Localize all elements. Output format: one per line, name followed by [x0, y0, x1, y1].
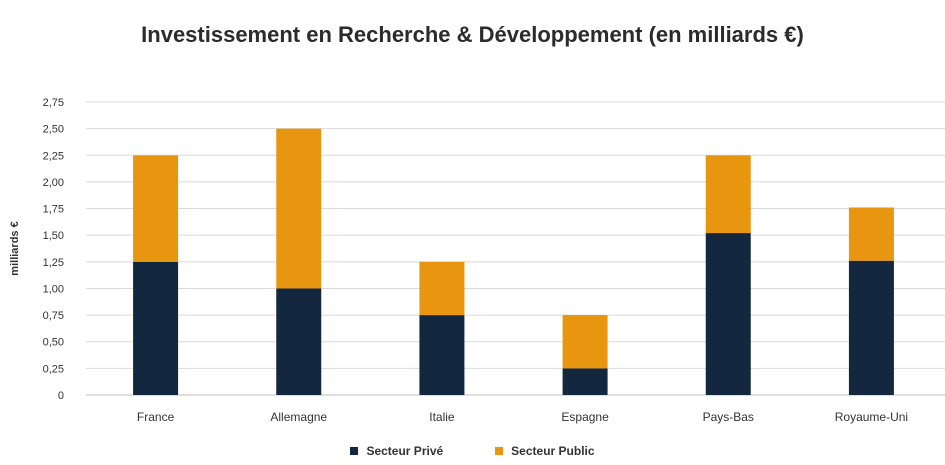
legend-swatch-public [495, 447, 504, 455]
bar-public [562, 315, 608, 369]
bar-public [848, 207, 894, 261]
x-tick-label: Espagne [561, 410, 609, 424]
legend-label-public: Secteur Public [511, 444, 595, 458]
y-tick-label: 0,25 [43, 363, 64, 375]
bar-prive [276, 288, 322, 395]
chart-title: Investissement en Recherche & Développem… [141, 22, 804, 47]
bar-public [133, 155, 179, 262]
x-tick-label: Royaume-Uni [835, 410, 908, 424]
bar-prive [133, 261, 179, 395]
y-tick-label: 1,25 [43, 257, 64, 269]
legend-swatch-prive [350, 447, 359, 455]
x-tick-label: Italie [429, 410, 455, 424]
bar-public [276, 128, 322, 289]
x-tick-label: Pays-Bas [703, 410, 754, 424]
y-tick-label: 0,75 [43, 310, 64, 322]
y-tick-label: 0,50 [43, 337, 64, 349]
bar-prive [419, 315, 465, 395]
y-tick-label: 1,00 [43, 283, 64, 295]
legend-label-prive: Secteur Privé [366, 444, 444, 458]
y-tick-label: 1,50 [43, 230, 64, 242]
legend-item-public: Secteur Public [495, 444, 595, 458]
x-tick-label: France [137, 410, 175, 424]
y-tick-label: 2,50 [43, 124, 64, 136]
bar-public [705, 155, 751, 234]
legend-item-prive: Secteur Privé [350, 444, 443, 458]
legend: Secteur Privé Secteur Public [0, 444, 945, 458]
y-tick-label: 0 [58, 390, 64, 402]
y-tick-label: 2,00 [43, 177, 64, 189]
x-tick-label: Allemagne [270, 410, 327, 424]
y-tick-label: 2,75 [43, 97, 64, 109]
y-tick-label: 2,25 [43, 150, 64, 162]
y-tick-label: 1,75 [43, 204, 64, 216]
y-axis-label: milliards € [9, 221, 21, 275]
bar-prive [562, 368, 608, 395]
bar-public [419, 261, 465, 316]
bar-prive [848, 260, 894, 395]
bar-prive [705, 233, 751, 395]
chart-plot: 0 0,25 0,50 0,75 1,00 1,25 1,50 1,75 2,00 2,25 2,5… [9, 97, 945, 424]
